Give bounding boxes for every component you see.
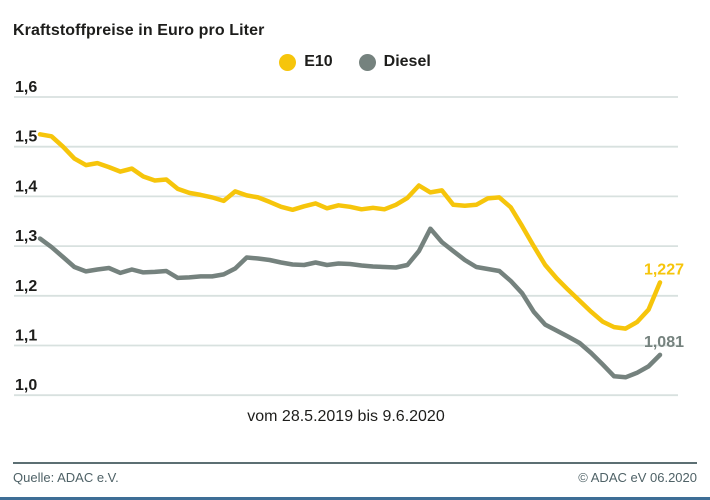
y-axis-tick-label: 1,4 [15,178,37,195]
y-axis-tick-label: 1,1 [15,328,37,345]
e10-price-line [37,132,663,331]
y-axis-tick-label: 1,6 [15,79,37,96]
y-axis-tick-label: 1,0 [15,377,37,394]
diesel-price-line [37,226,663,380]
y-axis-tick-label: 1,2 [15,278,37,295]
legend-label-e10: E10 [304,53,333,70]
source-note: Quelle: ADAC e.V. [13,470,119,485]
diesel-series-color-icon [358,53,376,71]
bottom-accent-rule [0,497,710,500]
legend-item-e10: E10 [279,53,333,71]
y-axis-tick-label: 1,3 [15,228,37,245]
legend-item-diesel: Diesel [358,53,431,71]
legend-label-diesel: Diesel [383,53,431,70]
e10-series-color-icon [279,53,297,71]
copyright-note: © ADAC eV 06.2020 [578,470,697,485]
footer: Quelle: ADAC e.V. © ADAC eV 06.2020 [13,470,697,485]
diesel-end-value-label: 1,081 [644,334,684,351]
legend: E10 Diesel [0,53,710,71]
e10-end-value-label: 1,227 [644,261,684,278]
chart-title: Kraftstoffpreise in Euro pro Liter [13,22,265,39]
y-axis-tick-label: 1,5 [15,129,37,146]
x-axis-caption: vom 28.5.2019 bis 9.6.2020 [247,408,445,425]
footer-divider [13,462,697,464]
